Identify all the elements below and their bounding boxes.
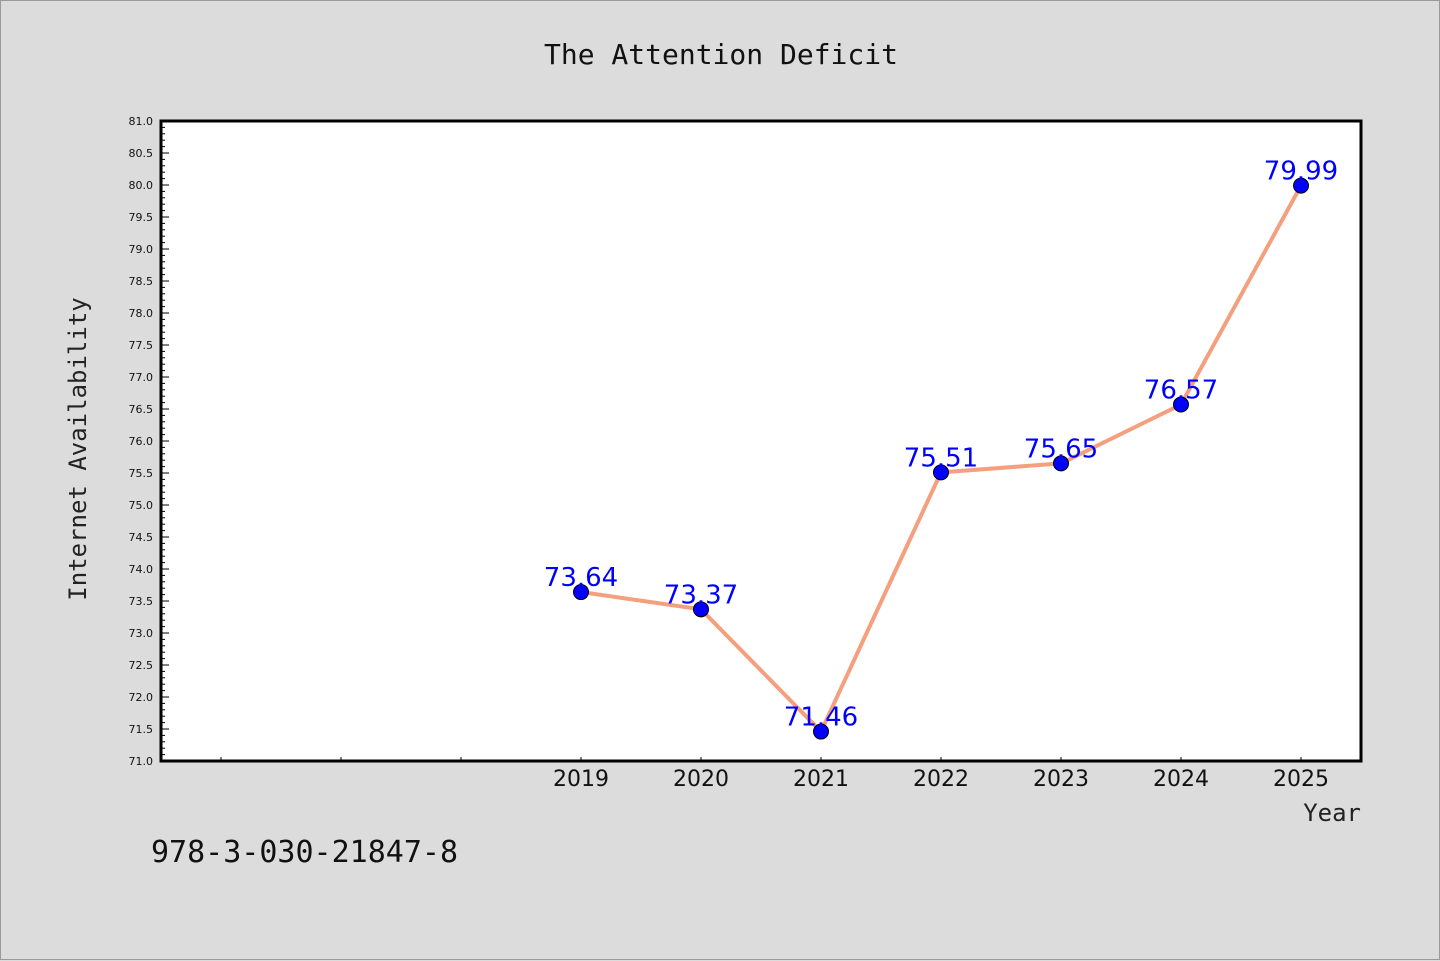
y-tick-label: 73.5 [129,595,154,608]
y-axis-label: Internet Availability [64,297,92,600]
data-label: 75.51 [904,443,978,473]
x-tick-label: 2024 [1153,767,1209,792]
isbn-annotation: 978-3-030-21847-8 [151,835,458,870]
y-tick-label: 73.0 [129,627,154,640]
data-label: 73.37 [664,580,738,610]
y-tick-label: 75.0 [129,499,154,512]
y-tick-label: 72.5 [129,659,154,672]
x-axis-label: Year [1303,799,1361,827]
data-label: 76.57 [1144,376,1218,406]
data-label: 73.64 [544,563,618,593]
x-tick-label: 2025 [1273,767,1329,792]
plot-area [161,121,1361,761]
y-tick-label: 74.0 [129,563,154,576]
y-tick-label: 76.0 [129,435,154,448]
y-tick-label: 80.0 [129,179,154,192]
y-tick-label: 80.5 [129,147,154,160]
y-tick-label: 78.0 [129,307,154,320]
x-tick-label: 2022 [913,767,969,792]
y-tick-label: 75.5 [129,467,154,480]
y-tick-label: 79.5 [129,211,154,224]
x-tick-label: 2019 [553,767,609,792]
data-label: 75.65 [1024,434,1098,464]
y-tick-label: 77.0 [129,371,154,384]
y-tick-label: 71.0 [129,755,154,768]
x-tick-label: 2021 [793,767,849,792]
y-tick-label: 78.5 [129,275,154,288]
y-tick-label: 72.0 [129,691,154,704]
y-tick-label: 81.0 [129,115,154,128]
y-tick-label: 71.5 [129,723,154,736]
y-tick-label: 76.5 [129,403,154,416]
y-tick-label: 77.5 [129,339,154,352]
x-tick-label: 2023 [1033,767,1089,792]
data-label: 71.46 [784,703,858,733]
x-tick-label: 2020 [673,767,729,792]
data-label: 79.99 [1264,157,1338,187]
y-tick-label: 74.5 [129,531,154,544]
y-tick-label: 79.0 [129,243,154,256]
chart-title: The Attention Deficit [544,38,898,71]
